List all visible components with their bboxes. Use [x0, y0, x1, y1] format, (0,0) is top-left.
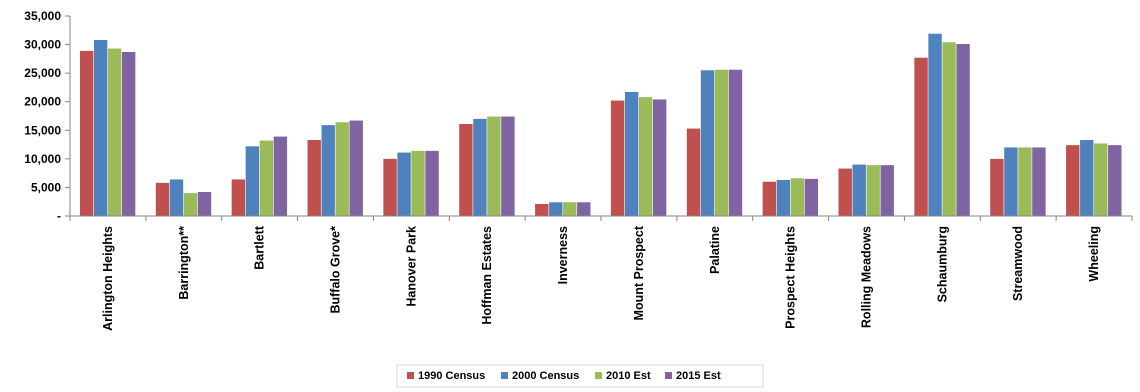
x-tick-label: Bartlett — [253, 225, 267, 270]
bar — [880, 165, 894, 216]
x-tick-label: Rolling Meadows — [860, 226, 874, 328]
legend-label: 1990 Census — [418, 370, 485, 382]
bar — [169, 179, 184, 216]
bar — [1032, 147, 1046, 216]
x-tick-label: Barrington** — [177, 226, 191, 300]
bar — [804, 178, 819, 216]
legend-swatch — [501, 372, 508, 379]
bar — [686, 128, 701, 216]
x-tick-label: Wheeling — [1087, 226, 1101, 282]
bar — [1018, 147, 1032, 216]
legend-box — [396, 364, 764, 388]
bar — [501, 116, 515, 216]
bar — [838, 168, 852, 216]
bar — [197, 192, 212, 216]
bar — [652, 99, 667, 216]
bar — [335, 122, 349, 216]
bar — [231, 179, 246, 216]
bar — [563, 202, 577, 216]
bar — [259, 140, 274, 216]
bar — [714, 69, 729, 216]
bar — [121, 52, 136, 216]
bar — [624, 92, 639, 216]
y-tick-label: 20,000 — [24, 95, 61, 109]
bar — [638, 97, 653, 216]
legend: 1990 Census 2000 Census 2010 Est 2015 Est — [396, 364, 764, 388]
y-tick-label: 25,000 — [24, 66, 61, 80]
x-tick-label: Streamwood — [1011, 226, 1025, 301]
x-tick-label: Hanover Park — [404, 226, 418, 307]
bar — [273, 136, 288, 216]
bar — [990, 158, 1004, 216]
bar — [79, 50, 94, 216]
x-tick-label: Mount Prospect — [632, 225, 646, 320]
y-tick-label: 35,000 — [24, 9, 61, 23]
bar — [1004, 147, 1018, 216]
bar — [928, 33, 942, 216]
bar — [1108, 145, 1122, 216]
bar — [762, 181, 777, 216]
bar — [700, 70, 715, 217]
bar — [307, 140, 321, 216]
bar — [411, 150, 425, 216]
y-tick-label: 30,000 — [24, 38, 61, 52]
bar — [487, 116, 501, 216]
bar — [610, 100, 625, 216]
bar — [459, 124, 473, 216]
bar — [473, 118, 487, 216]
bar — [852, 164, 866, 216]
bar — [1066, 145, 1080, 216]
bar — [397, 152, 411, 216]
bar — [790, 178, 805, 216]
x-tick-label: Buffalo Grove* — [329, 226, 343, 314]
bar — [349, 120, 363, 216]
y-axis: - 5,000 10,000 15,000 20,000 25,000 30,000 35,0… — [24, 9, 71, 223]
legend-label: 2010 Est — [606, 370, 651, 382]
bar — [383, 158, 397, 216]
bar — [776, 180, 791, 216]
x-tick-label: Arlington Heights — [101, 226, 115, 331]
bar — [107, 48, 122, 217]
x-tick-label: Schaumburg — [935, 226, 949, 302]
bar — [535, 204, 549, 216]
legend-label: 2000 Census — [512, 370, 579, 382]
bar — [1094, 143, 1108, 216]
x-tick-label: Inverness — [556, 226, 570, 284]
x-tick-label: Hoffman Estates — [480, 226, 494, 325]
bar — [155, 182, 170, 216]
bar — [549, 202, 563, 216]
bar — [956, 44, 970, 216]
bar — [577, 202, 591, 216]
bar — [93, 40, 108, 216]
legend-label: 2015 Est — [676, 370, 721, 382]
bar — [183, 193, 198, 216]
legend-swatch — [665, 372, 672, 379]
bar — [866, 165, 880, 216]
y-tick-label: - — [57, 209, 61, 223]
bar — [1080, 140, 1094, 216]
y-tick-label: 5,000 — [31, 180, 61, 194]
bar — [321, 125, 335, 216]
bars — [79, 33, 1122, 217]
y-tick-label: 10,000 — [24, 152, 61, 166]
x-tick-label: Palatine — [708, 226, 722, 274]
bar — [728, 69, 743, 216]
bar — [245, 146, 260, 216]
x-tick-label: Prospect Heights — [784, 226, 798, 329]
legend-swatch — [595, 372, 602, 379]
legend-swatch — [407, 372, 414, 379]
bar — [425, 150, 439, 216]
y-tick-label: 15,000 — [24, 123, 61, 137]
bar — [914, 57, 928, 216]
bar — [942, 42, 956, 217]
x-axis: Arlington Heights Barrington** Bartlett Buf… — [69, 215, 1133, 331]
